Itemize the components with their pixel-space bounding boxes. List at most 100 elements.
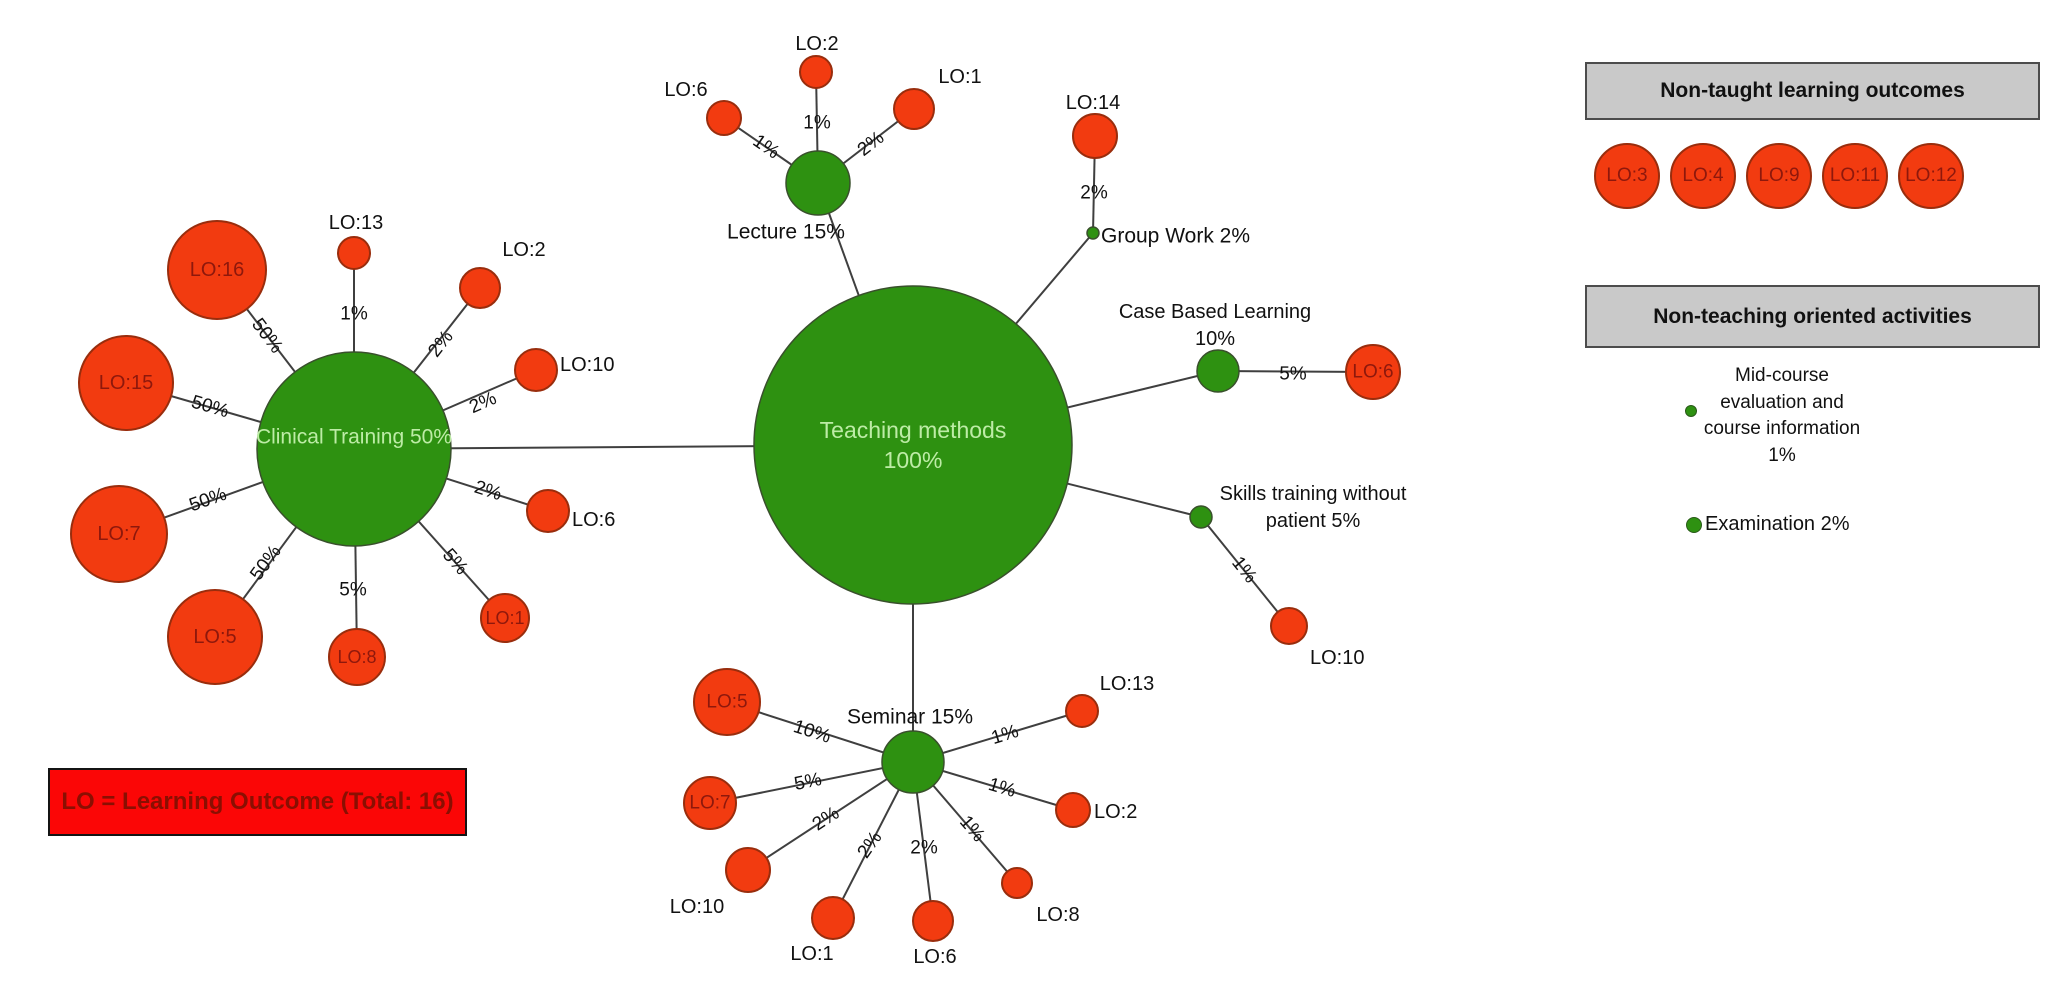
label-ct-lo6: LO:6 <box>572 509 615 531</box>
legend-outcome-lo12: LO:12 <box>1898 143 1964 209</box>
label-ct-lo15: LO:15 <box>99 372 153 394</box>
node-ct-lo7 <box>70 485 168 583</box>
label-sem-lo10: LO:10 <box>670 896 724 918</box>
label-cb-lo6: LO:6 <box>1352 362 1393 383</box>
label-skills: patient 5% <box>1266 510 1361 532</box>
node-sem-lo10 <box>725 847 771 893</box>
node-sem-lo7 <box>683 776 737 830</box>
node-teaching <box>753 285 1073 605</box>
edge-label-clinical-ct-lo7: 50% <box>187 484 230 517</box>
node-ct-lo6 <box>526 489 570 533</box>
label-clinical: Clinical Training 50% <box>256 426 452 449</box>
edge-label-seminar-sem-lo2: 1% <box>986 774 1018 802</box>
lo-definition-box: LO = Learning Outcome (Total: 16) <box>48 768 467 836</box>
legend-outcome-lo9: LO:9 <box>1746 143 1812 209</box>
edge-skills-sk-lo10 <box>1200 516 1290 627</box>
edge-label-seminar-sem-lo13: 1% <box>989 721 1021 749</box>
edge-label-seminar-sem-lo7: 5% <box>792 769 823 795</box>
node-ct-lo13 <box>337 236 371 270</box>
label-sem-lo7: LO:7 <box>689 793 730 814</box>
label-ct-lo10: LO:10 <box>560 354 614 376</box>
node-lec-lo2 <box>799 55 833 89</box>
node-sk-lo10 <box>1270 607 1308 645</box>
label-sem-lo13: LO:13 <box>1100 673 1154 695</box>
edge-label-skills-sk-lo10: 1% <box>1227 553 1261 588</box>
edge-label-seminar-sem-lo5: 10% <box>791 716 834 748</box>
label-skills: Skills training without <box>1220 483 1407 505</box>
edge-label-clinical-ct-lo8: 5% <box>339 580 367 601</box>
label-ct-lo8: LO:8 <box>337 647 376 667</box>
legend-title-non-taught-text: Non-taught learning outcomes <box>1660 79 1965 102</box>
node-sem-lo2 <box>1055 792 1091 828</box>
node-sem-lo8 <box>1001 867 1033 899</box>
node-ct-lo8 <box>328 628 386 686</box>
node-ct-lo10 <box>514 348 558 392</box>
mid-course-line-3: course information <box>1703 418 1861 439</box>
edge-label-seminar-sem-lo6: 2% <box>910 838 938 859</box>
edge-label-clinical-ct-lo2: 2% <box>424 327 458 362</box>
label-ct-lo13: LO:13 <box>329 212 383 234</box>
examination-label: Examination 2% <box>1705 513 1850 535</box>
edge-label-clinical-ct-lo6: 2% <box>472 477 505 505</box>
edge-label-clinical-ct-lo13: 1% <box>340 304 368 325</box>
node-sem-lo1 <box>811 896 855 940</box>
label-teaching: Teaching methods <box>820 417 1007 443</box>
edge-seminar-sem-lo10 <box>747 761 914 871</box>
edge-seminar-sem-lo7 <box>709 761 914 804</box>
lo-definition-text: LO = Learning Outcome (Total: 16) <box>61 788 454 815</box>
legend-title-non-teaching: Non-teaching oriented activities <box>1585 285 2040 348</box>
label-ct-lo16: LO:16 <box>190 259 244 281</box>
mid-course-label: Mid-course evaluation and course informa… <box>1667 363 1897 469</box>
node-sem-lo13 <box>1065 694 1099 728</box>
label-gw-lo14: LO:14 <box>1066 92 1120 114</box>
label-sem-lo6: LO:6 <box>913 946 956 968</box>
edge-label-clinical-ct-lo16: 50% <box>247 315 287 358</box>
label-lecture: Lecture 15% <box>727 221 845 244</box>
label-lec-lo2: LO:2 <box>795 33 838 55</box>
label-ct-lo2: LO:2 <box>502 239 545 261</box>
node-groupwork <box>1086 226 1100 240</box>
label-case: 10% <box>1195 328 1235 350</box>
label-teaching: 100% <box>884 447 943 473</box>
edge-label-seminar-sem-lo1: 2% <box>854 828 887 863</box>
label-seminar: Seminar 15% <box>847 706 973 729</box>
label-sem-lo2: LO:2 <box>1094 801 1137 823</box>
node-lec-lo6 <box>706 100 742 136</box>
examination-item: Examination 2% <box>1686 513 1850 536</box>
edge-label-case-cb-lo6: 5% <box>1279 363 1307 384</box>
node-cb-lo6 <box>1345 344 1401 400</box>
legend-outcome-lo11: LO:11 <box>1822 143 1888 209</box>
node-skills <box>1189 505 1213 529</box>
node-ct-lo2 <box>459 267 501 309</box>
label-case: Case Based Learning <box>1119 301 1311 323</box>
edge-label-clinical-ct-lo15: 50% <box>189 392 231 423</box>
node-lecture <box>785 150 851 216</box>
examination-dot <box>1686 516 1702 533</box>
node-ct-lo5 <box>167 589 263 685</box>
node-lec-lo1 <box>893 88 935 130</box>
mid-course-dot <box>1685 405 1697 417</box>
node-ct-lo16 <box>167 220 267 320</box>
node-clinical <box>256 351 452 547</box>
label-ct-lo5: LO:5 <box>193 626 236 648</box>
legend-outcome-lo3: LO:3 <box>1594 143 1660 209</box>
mid-course-line-4: 1% <box>1768 444 1796 466</box>
mid-course-line-1: Mid-course <box>1735 365 1829 386</box>
node-sem-lo5 <box>693 668 761 736</box>
node-gw-lo14 <box>1072 113 1118 159</box>
label-sem-lo8: LO:8 <box>1036 904 1079 926</box>
legend-title-non-taught: Non-taught learning outcomes <box>1585 62 2040 120</box>
node-sem-lo6 <box>912 900 954 942</box>
label-sk-lo10: LO:10 <box>1310 647 1364 669</box>
node-ct-lo15 <box>78 335 174 431</box>
non-taught-outcomes-row: LO:3 LO:4 LO:9 LO:11 LO:12 <box>1594 143 1964 209</box>
legend-title-non-teaching-text: Non-teaching oriented activities <box>1653 304 1972 328</box>
node-case <box>1196 349 1240 393</box>
label-groupwork: Group Work 2% <box>1101 225 1250 248</box>
node-seminar <box>881 730 945 794</box>
edge-label-lecture-lec-lo6: 1% <box>749 131 784 164</box>
label-sem-lo1: LO:1 <box>790 943 833 965</box>
edge-label-clinical-ct-lo10: 2% <box>466 388 500 418</box>
